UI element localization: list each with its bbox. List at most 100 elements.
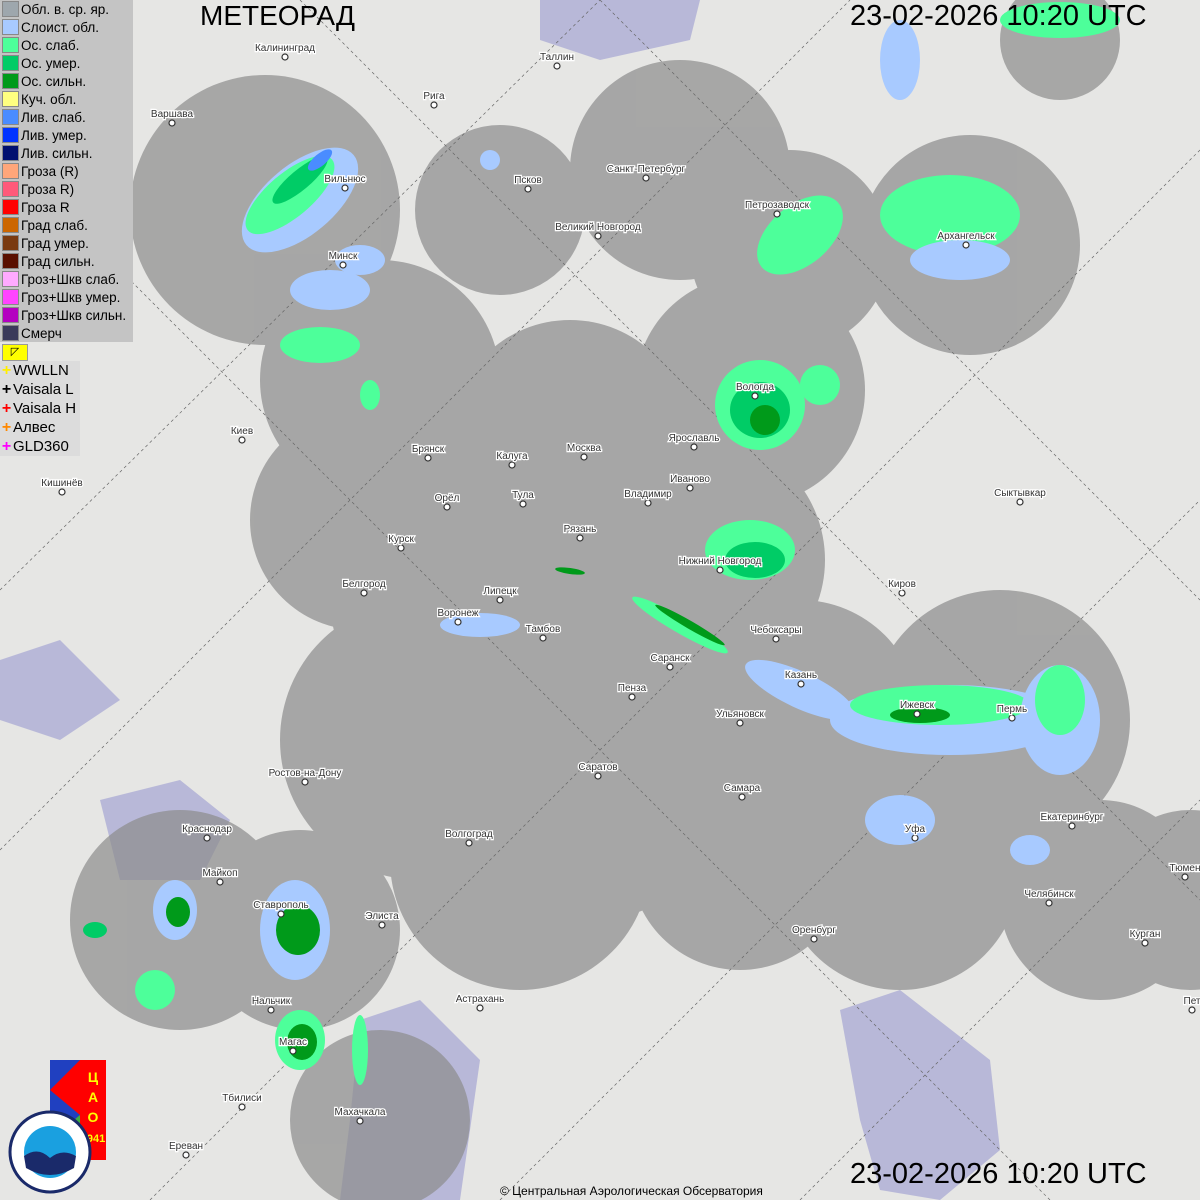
lightning-network-label: Vaisala L bbox=[13, 381, 74, 398]
precipitation-echo bbox=[280, 327, 360, 363]
svg-text:О: О bbox=[88, 1109, 99, 1125]
legend-swatch bbox=[2, 163, 19, 179]
city-label: Рязань bbox=[564, 524, 597, 535]
city-marker: Чебоксары bbox=[749, 623, 803, 643]
city-marker: Пермь bbox=[996, 703, 1028, 722]
lightning-network-label: WWLLN bbox=[13, 362, 69, 379]
city-marker: Киров bbox=[887, 578, 917, 597]
city-marker: Пенза bbox=[617, 682, 648, 701]
svg-text:Ц: Ц bbox=[88, 1069, 99, 1085]
legend-swatch bbox=[2, 73, 19, 89]
city-marker: Москва bbox=[566, 442, 603, 461]
city-dot-icon bbox=[267, 1006, 275, 1014]
city-label: Ижевск bbox=[900, 700, 935, 711]
city-marker: Тула bbox=[511, 489, 536, 508]
lightning-network-item: + GLD360 bbox=[0, 437, 76, 456]
city-marker: Вологда bbox=[735, 381, 776, 400]
city-label: Петрозаводск bbox=[745, 200, 810, 211]
city-label: Ереван bbox=[169, 1141, 203, 1152]
city-dot-icon bbox=[1016, 498, 1024, 506]
lightning-network-item: + Vaisala H bbox=[0, 399, 76, 418]
city-label: Тамбов bbox=[526, 623, 561, 635]
city-dot-icon bbox=[341, 184, 349, 192]
legend-swatch bbox=[2, 271, 19, 287]
legend-swatch bbox=[2, 289, 19, 305]
city-dot-icon bbox=[772, 635, 780, 643]
precipitation-echo bbox=[276, 905, 320, 955]
city-label: Рига bbox=[423, 91, 445, 102]
cross-icon: + bbox=[1, 418, 12, 436]
precipitation-echo bbox=[555, 567, 585, 575]
city-marker: Ставрополь bbox=[252, 899, 310, 918]
city-dot-icon bbox=[203, 834, 211, 842]
city-marker: Уфа bbox=[904, 822, 927, 842]
precipitation-echo bbox=[1000, 2, 1120, 38]
cross-icon: + bbox=[1, 380, 12, 398]
precipitation-echo bbox=[83, 922, 107, 938]
city-markers: Калининград Таллин Рига Варшава Вильнюс Псков… bbox=[40, 42, 1200, 1159]
legend-label: Гроза (R) bbox=[21, 163, 79, 179]
city-marker: Нижний Новгород bbox=[677, 555, 763, 574]
city-label: Кишинёв bbox=[41, 478, 82, 489]
city-label: Москва bbox=[567, 443, 602, 454]
city-dot-icon bbox=[397, 544, 405, 552]
cross-icon: + bbox=[1, 399, 12, 417]
city-label: Тула bbox=[512, 490, 534, 501]
city-marker: Ростов-на-Дону bbox=[267, 767, 343, 786]
city-label: Пет bbox=[1184, 996, 1200, 1007]
city-label: Иваново bbox=[670, 474, 710, 485]
city-dot-icon bbox=[911, 834, 919, 842]
precipitation-echo bbox=[360, 380, 380, 410]
legend-item: Град слаб. bbox=[0, 216, 133, 234]
city-marker: Махачкала bbox=[333, 1106, 387, 1125]
city-dot-icon bbox=[716, 566, 724, 574]
legend-item: Гроз+Шкв умер. bbox=[0, 288, 133, 306]
legend-item: Гроза R) bbox=[0, 180, 133, 198]
legend-item: Лив. слаб. bbox=[0, 108, 133, 126]
city-label: Архангельск bbox=[937, 231, 995, 242]
city-label: Киров bbox=[888, 579, 916, 590]
city-label: Калининград bbox=[255, 43, 315, 54]
city-dot-icon bbox=[644, 499, 652, 507]
city-label: Саратов bbox=[578, 762, 617, 773]
city-dot-icon bbox=[773, 210, 781, 218]
city-label: Псков bbox=[514, 175, 542, 186]
city-label: Курган bbox=[1130, 929, 1161, 940]
legend-swatch bbox=[2, 19, 19, 35]
corner-arrow-icon[interactable]: ◸ bbox=[2, 344, 28, 361]
city-dot-icon bbox=[424, 454, 432, 462]
city-label: Варшава bbox=[151, 109, 194, 120]
city-dot-icon bbox=[216, 878, 224, 886]
city-label: Воронеж bbox=[437, 608, 478, 619]
city-marker: Рига bbox=[422, 90, 446, 109]
legend-swatch bbox=[2, 181, 19, 197]
city-label: Махачкала bbox=[335, 1107, 386, 1118]
legend-label: Град сильн. bbox=[21, 253, 95, 269]
city-marker: Краснодар bbox=[181, 823, 234, 842]
radar-circle bbox=[390, 730, 650, 990]
lightning-network-item: + WWLLN bbox=[0, 361, 76, 380]
city-dot-icon bbox=[810, 935, 818, 943]
city-label: Киев bbox=[231, 426, 253, 437]
city-dot-icon bbox=[962, 241, 970, 249]
city-marker: Липецк bbox=[482, 585, 518, 604]
precipitation-echo bbox=[865, 795, 935, 845]
city-dot-icon bbox=[690, 443, 698, 451]
city-marker: Тбилиси bbox=[221, 1091, 263, 1111]
city-label: Брянск bbox=[412, 444, 445, 455]
city-label: Магас bbox=[279, 1037, 307, 1048]
city-marker: Кишинёв bbox=[40, 477, 84, 496]
city-marker: Екатеринбург bbox=[1039, 810, 1105, 830]
city-dot-icon bbox=[277, 910, 285, 918]
city-dot-icon bbox=[238, 436, 246, 444]
precipitation-echo bbox=[750, 405, 780, 435]
legend-swatch bbox=[2, 109, 19, 125]
city-label: Ярославль bbox=[669, 433, 720, 444]
radar-circle bbox=[250, 410, 470, 630]
city-dot-icon bbox=[751, 392, 759, 400]
lightning-network-label: GLD360 bbox=[13, 438, 69, 455]
precipitation-echo bbox=[440, 613, 520, 637]
city-marker: Курган bbox=[1128, 928, 1162, 947]
city-dot-icon bbox=[913, 710, 921, 718]
